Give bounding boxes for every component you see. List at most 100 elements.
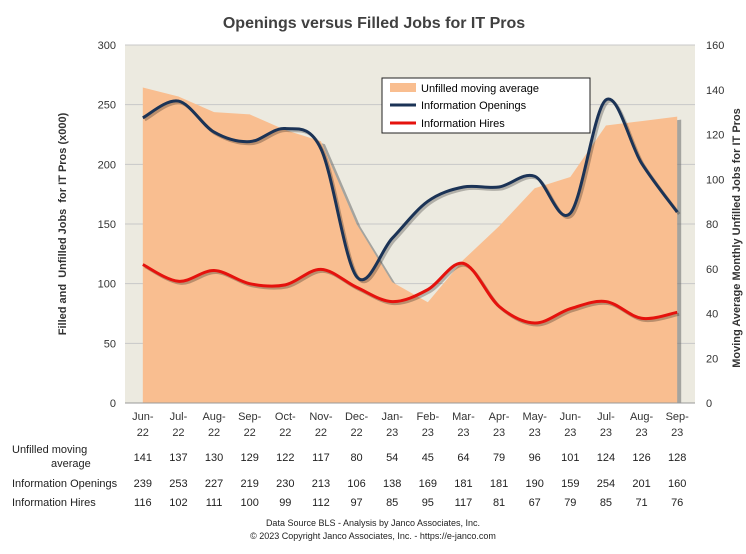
- category-label: Apr-: [489, 411, 510, 423]
- hires-line: [142, 261, 678, 325]
- left-tick-label: 150: [98, 219, 116, 231]
- table-cell: 97: [350, 497, 362, 509]
- category-label: 22: [244, 427, 256, 439]
- legend-label-openings: Information Openings: [421, 100, 527, 112]
- table-cell: 99: [279, 497, 291, 509]
- table-cell: 101: [561, 452, 579, 464]
- table-cell: 64: [457, 452, 469, 464]
- category-label: 22: [315, 427, 327, 439]
- table-cell: 79: [564, 497, 576, 509]
- category-label: 23: [529, 427, 541, 439]
- table-cell: 253: [169, 478, 187, 490]
- category-label: Sep-: [666, 411, 690, 423]
- right-tick-label: 160: [706, 40, 724, 52]
- right-tick-label: 20: [706, 353, 718, 365]
- category-label: 23: [564, 427, 576, 439]
- table-cell: 100: [241, 497, 259, 509]
- table-cell: 124: [597, 452, 615, 464]
- table-cell: 80: [350, 452, 362, 464]
- category-label: Jun-: [560, 411, 582, 423]
- table-row-label: Information Openings: [12, 478, 118, 490]
- table-cell: 106: [347, 478, 365, 490]
- category-label: 23: [600, 427, 612, 439]
- table-cell: 190: [526, 478, 544, 490]
- right-tick-label: 120: [706, 130, 724, 142]
- category-label: Nov-: [309, 411, 333, 423]
- category-label: Aug-: [202, 411, 226, 423]
- left-tick-label: 50: [104, 338, 116, 350]
- table-cell: 102: [169, 497, 187, 509]
- unfilled-area-layer: [142, 87, 682, 403]
- right-tick-label: 0: [706, 398, 712, 410]
- table-cell: 130: [205, 452, 223, 464]
- left-axis-ticks: 0 50 100 150 200 250 300: [98, 40, 116, 410]
- left-tick-label: 0: [110, 398, 116, 410]
- table-cell: 122: [276, 452, 294, 464]
- category-label: 23: [386, 427, 398, 439]
- table-cell: 227: [205, 478, 223, 490]
- table-cell: 67: [529, 497, 541, 509]
- table-cell: 126: [632, 452, 650, 464]
- category-label: Jun-: [132, 411, 154, 423]
- left-axis-label: Filled and Unfilled Jobs for IT Pros (x0…: [57, 112, 69, 335]
- table-cell: 219: [241, 478, 259, 490]
- table-cell: 81: [493, 497, 505, 509]
- category-label: 22: [137, 427, 149, 439]
- table-cell: 79: [493, 452, 505, 464]
- category-label: Jan-: [381, 411, 403, 423]
- right-axis-ticks: 0 20 40 60 80 100 120 140 160: [706, 40, 724, 410]
- table-cell: 254: [597, 478, 615, 490]
- table-cell: 85: [386, 497, 398, 509]
- category-label: May-: [522, 411, 547, 423]
- table-cell: 71: [635, 497, 647, 509]
- left-tick-label: 250: [98, 100, 116, 112]
- table-cell: 116: [134, 497, 152, 509]
- left-tick-label: 100: [98, 279, 116, 291]
- category-label: Dec-: [345, 411, 369, 423]
- category-label: 22: [350, 427, 362, 439]
- category-label: 23: [422, 427, 434, 439]
- openings-line-shadow: [144, 99, 681, 284]
- left-tick-label: 200: [98, 159, 116, 171]
- table-cell: 160: [668, 478, 686, 490]
- category-label: 22: [279, 427, 291, 439]
- table-cell: 159: [561, 478, 579, 490]
- legend-label-unfilled: Unfilled moving average: [421, 83, 539, 95]
- category-label: 23: [671, 427, 683, 439]
- category-label: 22: [208, 427, 220, 439]
- table-cell: 169: [419, 478, 437, 490]
- table-cell: 128: [668, 452, 686, 464]
- category-label: Sep-: [238, 411, 262, 423]
- table-cell: 201: [632, 478, 650, 490]
- table-cell: 213: [312, 478, 330, 490]
- table-cell: 181: [490, 478, 508, 490]
- legend-box: [381, 77, 591, 134]
- category-label: 23: [493, 427, 505, 439]
- legend: Unfilled moving average Information Open…: [381, 77, 591, 134]
- category-labels: Jun- 22 Jul- 22 Aug- 22 Sep- 22 Oct- 22 Nov- 22 Dec-…: [132, 411, 689, 439]
- category-label: Aug-: [630, 411, 654, 423]
- legend-label-hires: Information Hires: [421, 118, 505, 130]
- chart-title: Openings versus Filled Jobs for IT Pros: [223, 15, 525, 32]
- table-row-label: Information Hires: [12, 497, 96, 509]
- footer-source: Data Source BLS - Analysis by Janco Asso…: [265, 518, 481, 528]
- right-tick-label: 140: [706, 85, 724, 97]
- left-tick-label: 300: [98, 40, 116, 52]
- series-lines-layer: [142, 97, 681, 327]
- openings-line: [142, 97, 679, 282]
- table-cell: 54: [386, 452, 398, 464]
- table-cell: 85: [600, 497, 612, 509]
- table-cell: 239: [134, 478, 152, 490]
- right-tick-label: 100: [706, 174, 724, 186]
- table-cell: 117: [312, 452, 330, 464]
- table-cell: 112: [312, 497, 330, 509]
- right-tick-label: 40: [706, 309, 718, 321]
- table-cell: 95: [422, 497, 434, 509]
- legend-swatch-unfilled: [390, 83, 416, 92]
- category-label: Jul-: [597, 411, 615, 423]
- category-label: 23: [457, 427, 469, 439]
- category-label: Mar-: [452, 411, 475, 423]
- right-axis-label: Moving Average Monthly Unfilled Jobs for…: [731, 108, 743, 368]
- table-cell: 137: [169, 452, 187, 464]
